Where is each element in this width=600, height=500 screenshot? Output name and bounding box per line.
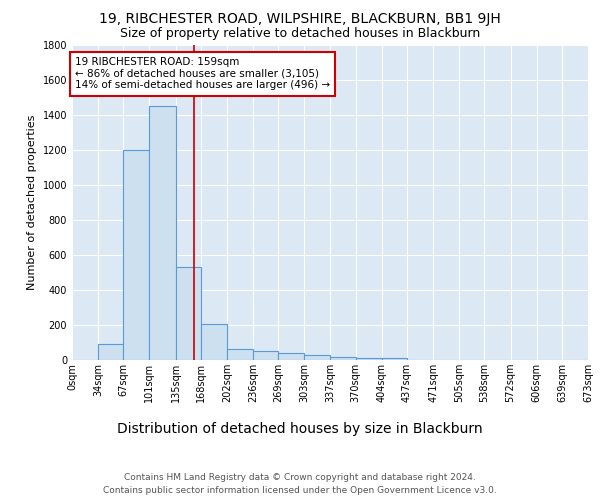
Text: Size of property relative to detached houses in Blackburn: Size of property relative to detached ho… — [120, 28, 480, 40]
Bar — [253, 351, 278, 360]
Bar — [278, 353, 304, 360]
Bar — [149, 106, 176, 360]
Bar — [201, 324, 227, 360]
Bar — [176, 267, 201, 360]
Text: Contains HM Land Registry data © Crown copyright and database right 2024.
Contai: Contains HM Land Registry data © Crown c… — [103, 474, 497, 495]
Bar — [227, 348, 253, 360]
Text: 19 RIBCHESTER ROAD: 159sqm
← 86% of detached houses are smaller (3,105)
14% of s: 19 RIBCHESTER ROAD: 159sqm ← 86% of deta… — [75, 57, 330, 90]
Bar — [356, 358, 382, 360]
Text: Distribution of detached houses by size in Blackburn: Distribution of detached houses by size … — [117, 422, 483, 436]
Y-axis label: Number of detached properties: Number of detached properties — [27, 115, 37, 290]
Bar — [304, 355, 331, 360]
Text: 19, RIBCHESTER ROAD, WILPSHIRE, BLACKBURN, BB1 9JH: 19, RIBCHESTER ROAD, WILPSHIRE, BLACKBUR… — [99, 12, 501, 26]
Bar — [331, 356, 356, 360]
Bar — [382, 358, 407, 360]
Bar — [124, 150, 149, 360]
Bar — [98, 344, 124, 360]
